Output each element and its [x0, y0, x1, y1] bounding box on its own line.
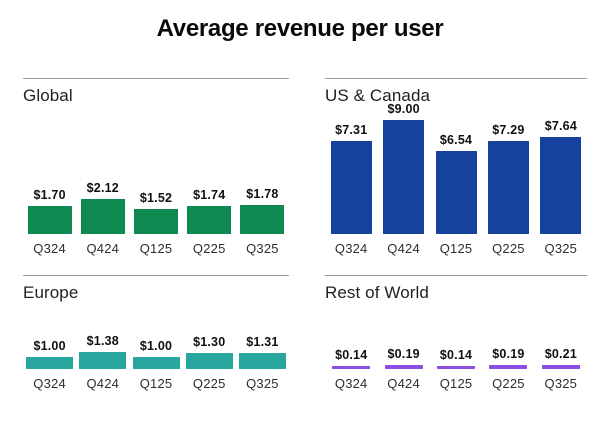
bar-column: $1.78 — [236, 187, 289, 234]
page: Average revenue per user Global $1.70 $2.… — [0, 15, 600, 428]
category-label: Q325 — [246, 241, 279, 256]
x-axis-labels-rest-of-world: Q324 Q424 Q125 Q225 Q325 — [325, 376, 587, 391]
plot-area-us-canada: $7.31 $9.00 $6.54 $7.29 $7.64 — [325, 102, 587, 234]
value-label: $0.19 — [387, 347, 420, 362]
bar-column: $0.21 — [535, 347, 587, 369]
bar — [435, 150, 477, 234]
bar-column: $0.14 — [325, 348, 377, 369]
category-label: Q125 — [139, 376, 173, 391]
value-label: $6.54 — [439, 132, 473, 147]
bar-column: $7.29 — [482, 123, 534, 234]
bar-column: $7.64 — [535, 119, 587, 234]
value-label: $1.00 — [139, 339, 173, 353]
category-label: Q125 — [439, 376, 473, 391]
category-label: Q424 — [86, 241, 120, 256]
category-label: Q325 — [246, 376, 279, 391]
value-label: $1.30 — [193, 335, 226, 350]
bar-column: $0.19 — [482, 347, 534, 369]
value-label: $1.00 — [33, 339, 66, 353]
value-label: $7.31 — [335, 123, 368, 138]
bar — [330, 141, 372, 234]
category-label: Q325 — [544, 241, 578, 256]
category-label: Q424 — [387, 241, 420, 256]
bar — [80, 199, 125, 234]
bar-column: $0.14 — [430, 348, 482, 369]
bar — [487, 141, 529, 234]
chart-europe: Europe $1.00 $1.38 $1.00 $1.30 $1.31 Q324 Q42… — [23, 275, 289, 391]
value-label: $1.74 — [193, 187, 226, 202]
bar — [185, 353, 233, 369]
value-label: $2.12 — [86, 181, 119, 196]
bar — [383, 119, 425, 234]
x-axis-labels-europe: Q324 Q424 Q125 Q225 Q325 — [23, 376, 289, 391]
value-label: $0.14 — [439, 348, 473, 362]
category-label: Q324 — [33, 241, 66, 256]
x-axis-labels-global: Q324 Q424 Q125 Q225 Q325 — [23, 241, 289, 256]
category-label: Q225 — [492, 241, 525, 256]
bar-column: $1.52 — [129, 191, 182, 234]
bar — [187, 205, 232, 234]
bar-column: $1.74 — [183, 187, 236, 234]
bar — [437, 366, 476, 369]
bar — [26, 357, 74, 369]
category-label: Q225 — [192, 376, 226, 391]
bar — [540, 137, 582, 234]
bar-column: $7.31 — [325, 123, 377, 234]
value-label: $0.19 — [492, 347, 525, 362]
bar — [79, 352, 127, 369]
bar-column: $1.70 — [23, 188, 76, 234]
chart-title-global: Global — [23, 86, 73, 105]
bar — [384, 365, 423, 369]
x-axis-labels-us-canada: Q324 Q424 Q125 Q225 Q325 — [325, 241, 587, 256]
bar-column: $2.12 — [76, 181, 129, 234]
value-label: $7.29 — [492, 123, 525, 138]
category-label: Q125 — [139, 241, 173, 256]
plot-area-global: $1.70 $2.12 $1.52 $1.74 $1.78 — [23, 106, 289, 234]
bar-column: $1.30 — [183, 335, 236, 369]
value-label: $9.00 — [387, 101, 420, 116]
chart-global: Global $1.70 $2.12 $1.52 $1.74 $1.78 Q324 Q42… — [23, 78, 289, 256]
bar-column: $0.19 — [377, 347, 429, 369]
bar — [27, 206, 72, 234]
bar — [332, 366, 371, 369]
value-label: $0.14 — [335, 348, 368, 362]
value-label: $1.38 — [86, 334, 119, 349]
bar-column: $1.38 — [76, 334, 129, 369]
bar — [240, 204, 285, 234]
charts-grid: Global $1.70 $2.12 $1.52 $1.74 $1.78 Q324 Q42… — [23, 78, 587, 391]
chart-us-canada: US & Canada $7.31 $9.00 $6.54 $7.29 $7.64 Q3… — [325, 78, 587, 256]
chart-title-europe: Europe — [23, 283, 79, 302]
value-label: $0.21 — [544, 346, 577, 361]
bar — [134, 209, 178, 234]
plot-area-europe: $1.00 $1.38 $1.00 $1.30 $1.31 — [23, 303, 289, 369]
chart-title-rest-of-world: Rest of World — [325, 283, 429, 302]
value-label: $1.31 — [246, 335, 279, 350]
category-label: Q324 — [33, 376, 66, 391]
value-label: $1.78 — [246, 186, 279, 201]
category-label: Q324 — [334, 241, 368, 256]
category-label: Q125 — [439, 241, 473, 256]
bar-column: $1.31 — [236, 335, 289, 369]
bar-column: $6.54 — [430, 133, 482, 234]
bar — [489, 365, 528, 369]
bar — [541, 364, 580, 369]
bar-column: $1.00 — [23, 339, 76, 369]
category-label: Q324 — [334, 376, 368, 391]
bar-column: $9.00 — [377, 102, 429, 234]
category-label: Q325 — [544, 376, 578, 391]
chart-title-us-canada: US & Canada — [325, 86, 431, 105]
category-label: Q424 — [86, 376, 120, 391]
page-title: Average revenue per user — [156, 15, 444, 42]
category-label: Q225 — [192, 241, 226, 256]
value-label: $1.52 — [139, 191, 173, 206]
bar — [132, 357, 180, 369]
category-label: Q424 — [387, 376, 420, 391]
chart-rest-of-world: Rest of World $0.14 $0.19 $0.14 $0.19 $0.21 … — [325, 275, 587, 391]
category-label: Q225 — [492, 376, 525, 391]
bar — [238, 353, 286, 369]
value-label: $1.70 — [33, 188, 66, 203]
plot-area-rest-of-world: $0.14 $0.19 $0.14 $0.19 $0.21 — [325, 303, 587, 369]
bar-column: $1.00 — [129, 339, 182, 369]
value-label: $7.64 — [544, 119, 577, 133]
